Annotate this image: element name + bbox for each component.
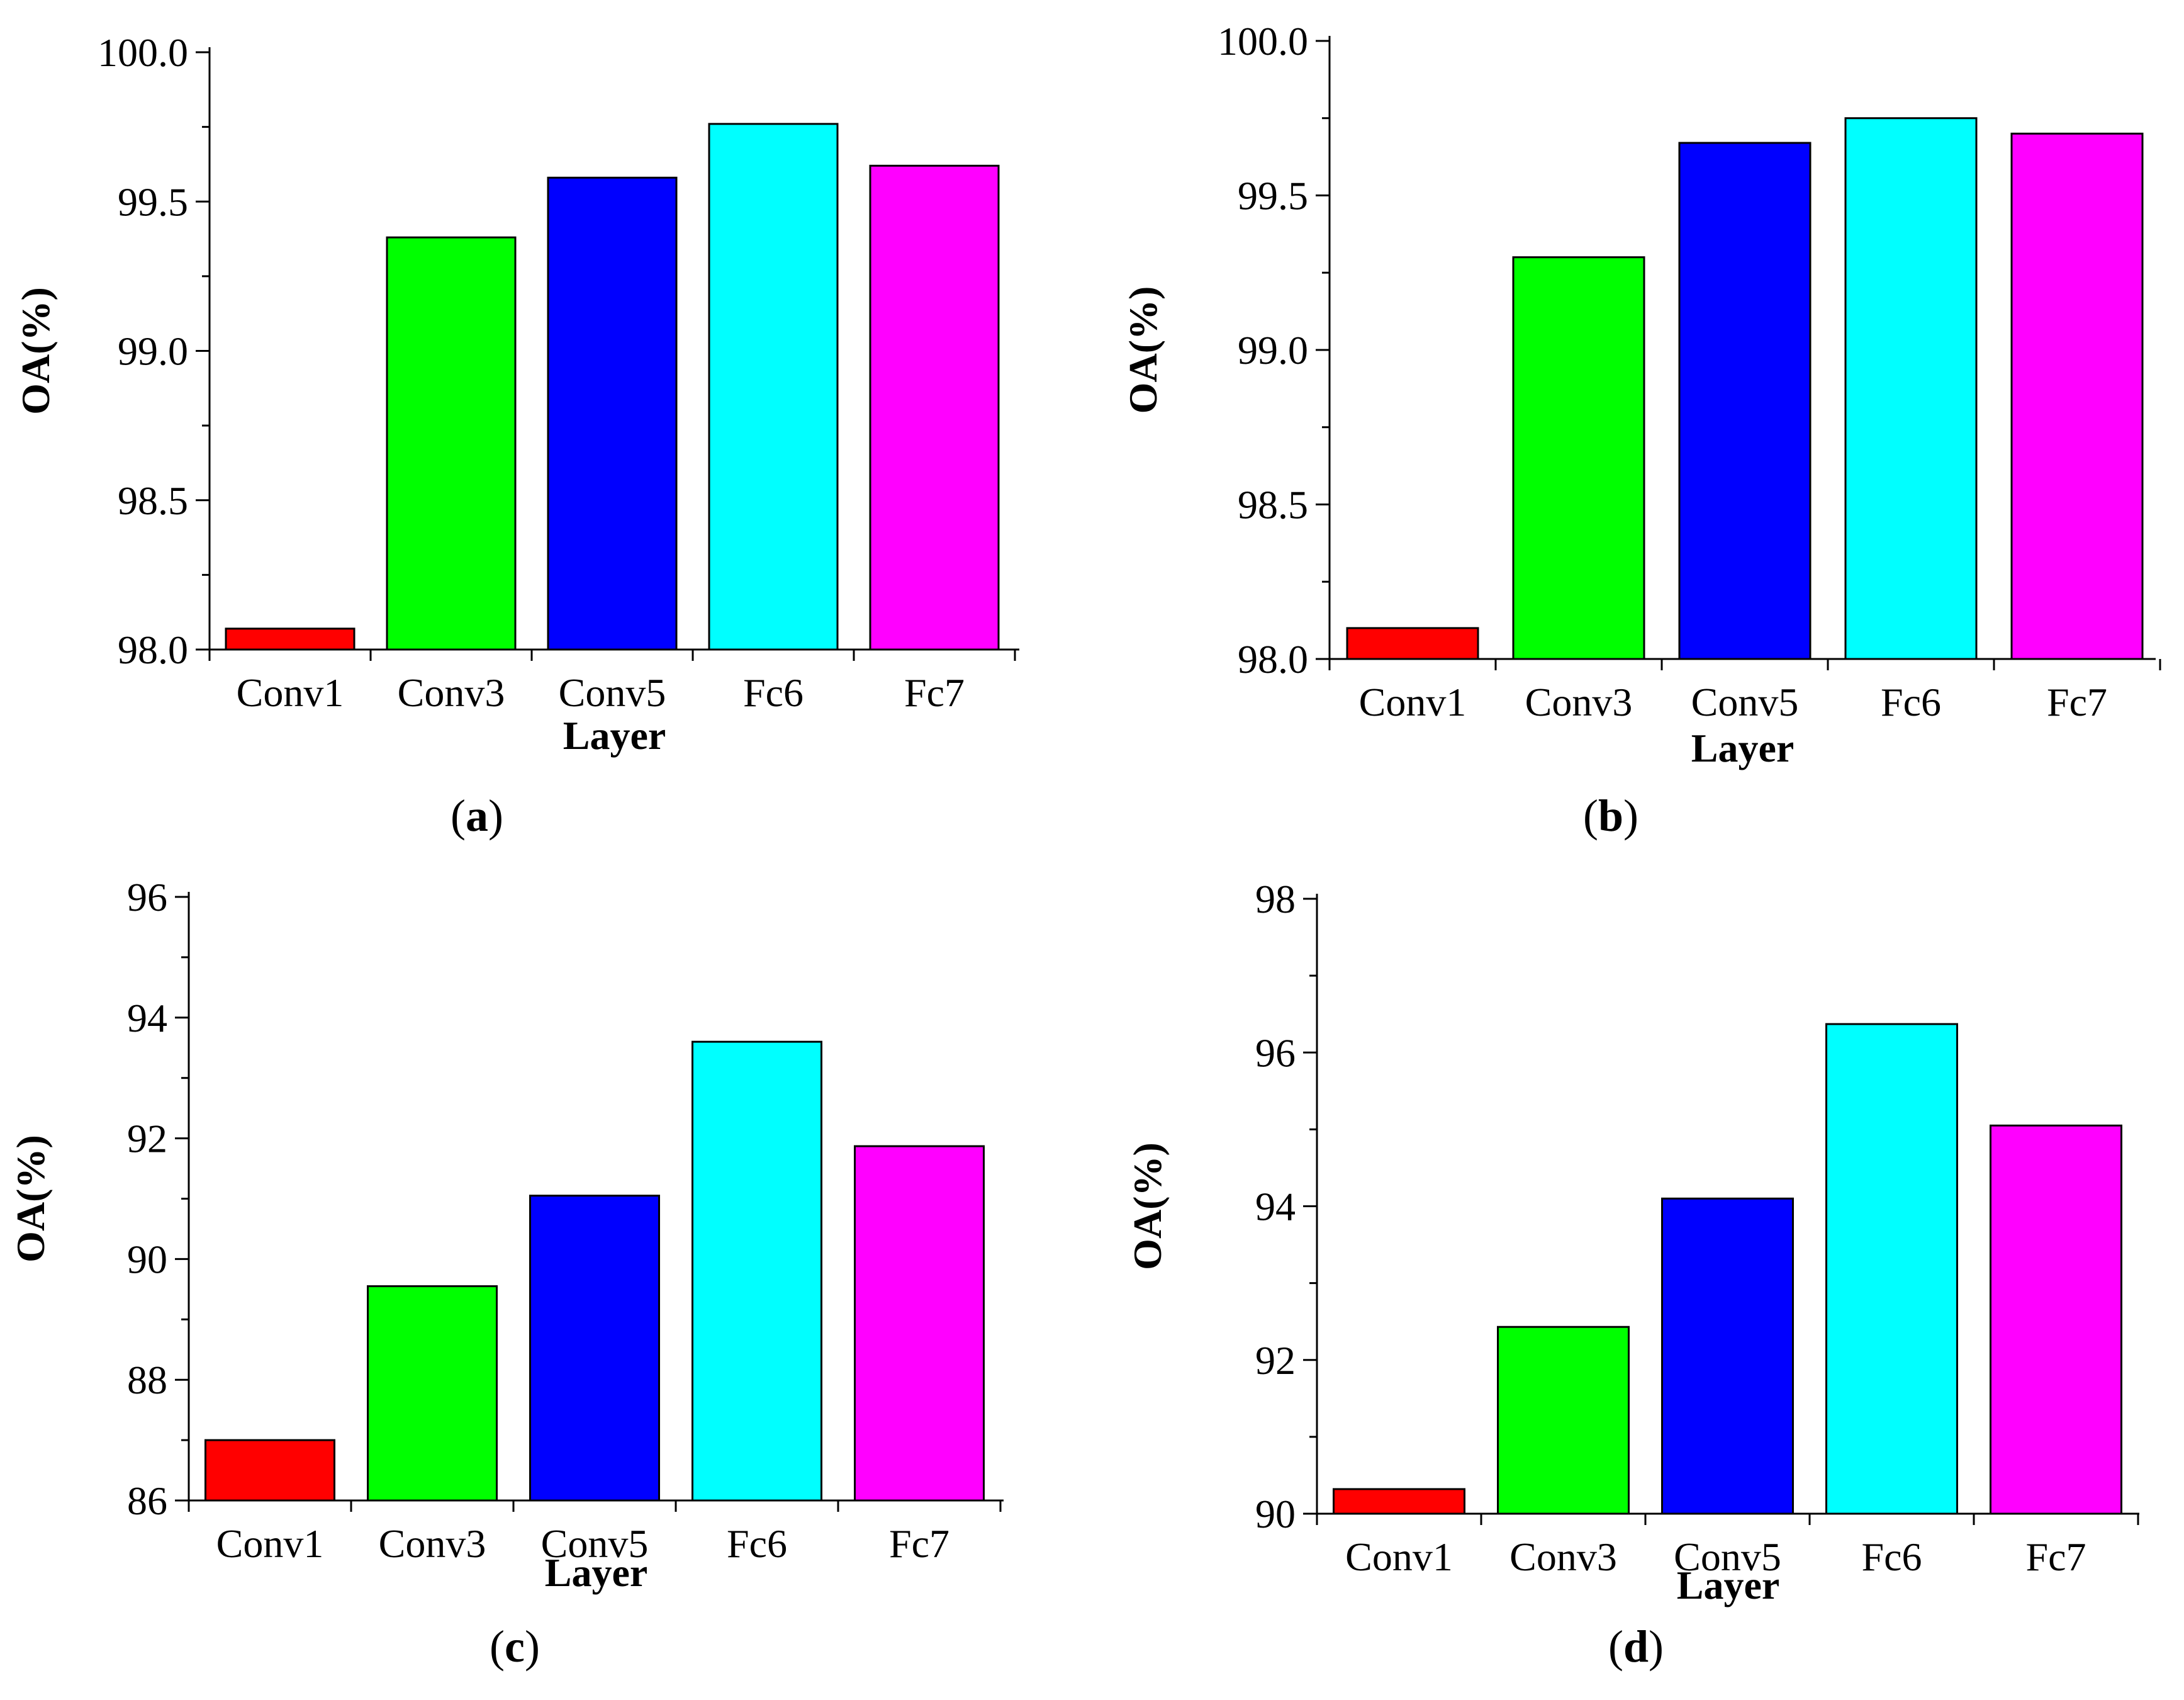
panel-letter: c [505, 1621, 525, 1672]
y-tick-label: 98.5 [1238, 483, 1308, 527]
x-tick-label-conv3: Conv3 [398, 670, 505, 715]
x-tick-label-conv5: Conv5 [1674, 1534, 1781, 1579]
bar-fc7 [854, 1145, 985, 1502]
y-axis-title: OA(%) [1125, 1142, 1170, 1270]
y-tick-label: 100.0 [1218, 19, 1308, 64]
x-tick-label-fc7: Fc7 [889, 1521, 949, 1566]
bar-conv1 [1346, 627, 1479, 660]
y-tick-label: 90 [1255, 1492, 1296, 1536]
panel-letter: a [466, 791, 488, 841]
x-axis-title: Layer [545, 1550, 648, 1595]
y-tick-label: 99.5 [1238, 174, 1308, 218]
x-tick-label-conv1: Conv1 [1345, 1534, 1453, 1579]
bar-conv5 [1661, 1197, 1794, 1515]
bar-fc6 [1825, 1023, 1958, 1515]
y-axis-title: OA(%) [8, 1135, 53, 1263]
bar-conv5 [547, 176, 678, 651]
bar-conv1 [1333, 1488, 1465, 1515]
x-tick-label-fc7: Fc7 [2026, 1534, 2086, 1579]
x-tick-label-conv5: Conv5 [541, 1521, 649, 1566]
bar-fc7 [1990, 1124, 2122, 1515]
chart-panel-b: 98.0 98.5 99.0 99.5 100.0 Conv1 Conv3 Conv5 Fc6 F… [1121, 19, 2161, 841]
chart-panel-a: 98.0 98.5 99.0 99.5 100.0 Conv1 Conv3 Conv5 Fc6 F… [13, 30, 1019, 841]
x-tick-label-conv1: Conv1 [216, 1521, 324, 1566]
bar-fc7 [2010, 132, 2144, 660]
x-axis-title: Layer [1677, 1563, 1780, 1607]
bar-fc6 [1844, 117, 1978, 660]
panel-letter: d [1623, 1621, 1649, 1672]
x-tick-label-conv5: Conv5 [559, 670, 666, 715]
x-tick-label-fc6: Fc6 [1881, 680, 1941, 724]
x-tick-label-fc6: Fc6 [1862, 1534, 1922, 1579]
x-tick-label-conv5: Conv5 [1691, 680, 1799, 724]
bar-conv5 [529, 1195, 660, 1502]
y-tick-label: 98.0 [1238, 637, 1308, 682]
x-tick-label-fc7: Fc7 [2047, 680, 2107, 724]
y-tick-label: 94 [1255, 1185, 1296, 1229]
y-tick-label: 99.0 [118, 329, 188, 374]
y-tick-label: 86 [127, 1478, 167, 1523]
y-tick-label: 88 [127, 1358, 167, 1402]
panel-letter: b [1598, 791, 1623, 841]
x-tick-label-fc7: Fc7 [904, 670, 965, 715]
bar-conv3 [1512, 256, 1645, 660]
y-tick-label: 98.5 [118, 478, 188, 523]
x-tick-label-conv1: Conv1 [1359, 680, 1467, 724]
bar-fc6 [692, 1040, 822, 1502]
x-tick-label-conv3: Conv3 [379, 1521, 486, 1566]
bar-conv1 [204, 1439, 335, 1502]
y-tick-label: 98.0 [118, 628, 188, 672]
x-tick-label-conv3: Conv3 [1525, 680, 1633, 724]
bar-conv3 [386, 236, 517, 651]
y-tick-label: 100.0 [98, 30, 188, 75]
x-tick-label-fc6: Fc6 [743, 670, 804, 715]
panel-caption: (b) [1583, 791, 1638, 841]
y-tick-label: 99.5 [118, 179, 188, 224]
bar-conv1 [225, 628, 356, 651]
y-tick-label: 98 [1255, 877, 1296, 921]
x-tick-label-conv1: Conv1 [237, 670, 344, 715]
y-tick-label: 96 [1255, 1030, 1296, 1075]
bar-conv5 [1678, 142, 1812, 660]
y-tick-label: 96 [127, 875, 167, 920]
bar-conv3 [1497, 1326, 1630, 1515]
x-axis-title: Layer [1691, 726, 1795, 770]
bar-fc6 [708, 123, 839, 651]
panel-caption: (a) [451, 791, 503, 841]
y-tick-label: 99.0 [1238, 328, 1308, 373]
chart-panel-d: 90 92 94 96 98 Conv1 Conv3 Conv5 Fc6 Fc7 Layer OA(%… [1125, 877, 2139, 1672]
y-axis-title: OA(%) [13, 287, 58, 415]
chart-panel-c: 86 88 90 92 94 96 Conv1 Conv3 Conv5 Fc6 Fc7 Layer OA… [8, 875, 1004, 1672]
bar-conv3 [367, 1285, 498, 1502]
y-tick-label: 92 [127, 1117, 167, 1161]
panel-caption: (d) [1608, 1621, 1664, 1672]
panel-caption: (c) [490, 1621, 540, 1672]
x-tick-label-fc6: Fc6 [727, 1521, 787, 1566]
x-tick-label-conv3: Conv3 [1509, 1534, 1617, 1579]
bar-fc7 [869, 164, 1000, 651]
x-axis-title: Layer [563, 713, 666, 758]
y-tick-label: 90 [127, 1237, 167, 1281]
y-axis-title: OA(%) [1121, 286, 1165, 414]
y-tick-label: 92 [1255, 1338, 1296, 1383]
y-tick-label: 94 [127, 996, 167, 1040]
